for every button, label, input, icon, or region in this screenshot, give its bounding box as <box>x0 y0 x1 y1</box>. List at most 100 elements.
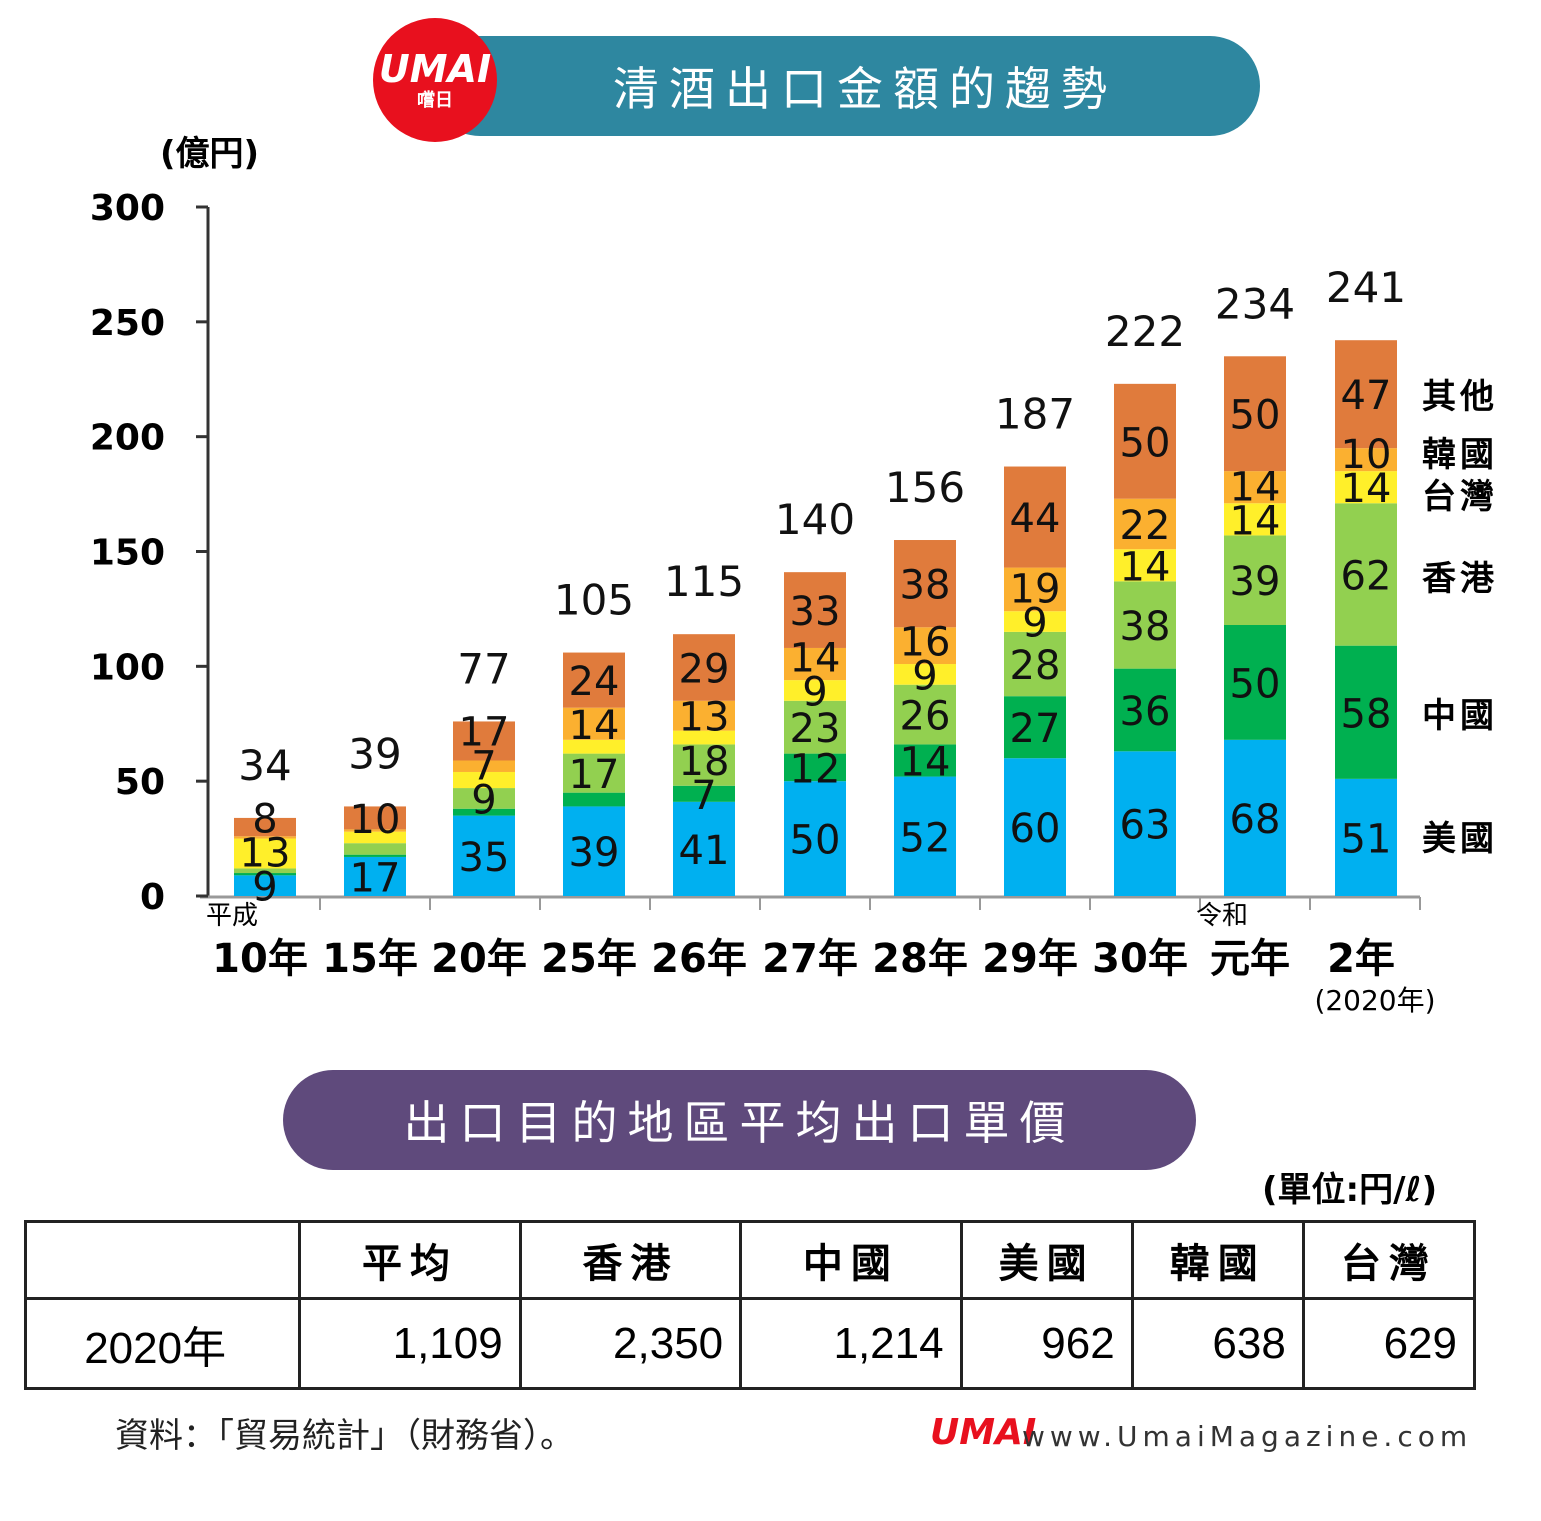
segment-label: 50 <box>790 818 841 864</box>
y-tick-label: 100 <box>90 647 165 688</box>
bar-segment-美國 <box>784 781 846 896</box>
footer-logo: UMAI <box>930 1412 1037 1453</box>
bar-segment-香港 <box>453 788 515 809</box>
segment-label: 14 <box>569 703 620 749</box>
x-tick-label: 28年 <box>872 936 968 982</box>
segment-label: 39 <box>569 830 620 876</box>
segment-label: 14 <box>900 739 951 785</box>
legend-中國: 中國 <box>1422 696 1498 736</box>
bar-segment-美國 <box>673 801 735 896</box>
legend-韓國: 韓國 <box>1422 435 1498 475</box>
bar-segment-韓國 <box>344 829 406 832</box>
x-tick-label: 27年 <box>762 936 858 982</box>
segment-label: 13 <box>240 831 291 877</box>
total-label: 187 <box>995 390 1075 439</box>
header-cell: 美國 <box>959 1220 1134 1300</box>
segment-label: 22 <box>1120 503 1171 549</box>
bar-segment-中國 <box>563 792 625 807</box>
logo-sub: 嚐日 <box>417 90 453 111</box>
segment-label: 14 <box>790 635 841 681</box>
unit-price-table: 平均 香港 中國 美國 韓國 台灣 2020年 1,109 2,350 1,21… <box>23 1220 1477 1390</box>
segment-label: 50 <box>1230 393 1281 439</box>
table-cell: 638 <box>1130 1297 1305 1390</box>
bar-segment-美國 <box>1224 739 1286 896</box>
unit-label: (單位:円/ℓ) <box>1262 1170 1438 1210</box>
x-tick-label: 元年 <box>1210 936 1290 982</box>
x-tick-label: 26年 <box>651 936 747 982</box>
segment-label: 24 <box>569 659 620 705</box>
chart-title: 清酒出口金額的趨勢 <box>613 62 1117 116</box>
total-label: 105 <box>554 576 634 625</box>
bar-segment-其他 <box>1224 356 1286 472</box>
segment-label: 44 <box>1010 496 1061 542</box>
segment-label: 14 <box>1230 498 1281 544</box>
header-cell: 中國 <box>739 1220 963 1300</box>
segment-label: 62 <box>1341 553 1392 599</box>
bar-segment-台灣 <box>673 730 735 745</box>
x-tick-label: 25年 <box>541 936 637 982</box>
bar-segment-台灣 <box>784 680 846 701</box>
segment-label: 17 <box>459 709 510 755</box>
total-label: 156 <box>885 463 965 512</box>
total-label: 222 <box>1105 307 1185 356</box>
y-tick-label: 200 <box>90 418 165 459</box>
segment-label: 19 <box>1010 567 1061 613</box>
y-tick-label: 250 <box>90 303 165 344</box>
bar-segment-中國 <box>1335 645 1397 779</box>
website-link[interactable]: www.UmaiMagazine.com <box>1022 1420 1473 1453</box>
x-tick-label: 20年 <box>431 936 527 982</box>
bar-segment-韓國 <box>1114 498 1176 550</box>
bar-segment-中國 <box>894 744 956 777</box>
segment-label: 9 <box>471 777 496 823</box>
segment-label: 50 <box>1230 661 1281 707</box>
segment-label: 9 <box>1022 601 1047 647</box>
bar-segment-其他 <box>784 572 846 648</box>
bar-segment-韓國 <box>673 700 735 731</box>
segment-label: 23 <box>790 706 841 752</box>
total-label: 77 <box>457 644 510 693</box>
segment-label: 9 <box>802 669 827 715</box>
stacked-bar-chart: (億円) 0 50 100 150 200 250 300 10年 15年 20年 25年 26年 27… <box>90 134 1498 1017</box>
bar-segment-美國 <box>344 856 406 896</box>
segment-label: 14 <box>1341 466 1392 512</box>
segment-label: 33 <box>790 589 841 635</box>
segment-label: 41 <box>679 828 730 874</box>
bar-segment-韓國 <box>1004 567 1066 612</box>
bar-segment-台灣 <box>1114 549 1176 582</box>
segment-label: 17 <box>569 752 620 798</box>
bar-segment-中國 <box>1004 696 1066 759</box>
segment-label: 17 <box>350 855 401 901</box>
bar-segment-中國 <box>673 785 735 802</box>
segment-label: 12 <box>790 746 841 792</box>
segment-label: 28 <box>1010 643 1061 689</box>
segment-label: 60 <box>1010 806 1061 852</box>
bar-segment-中國 <box>234 873 296 876</box>
bar-segment-台灣 <box>344 831 406 844</box>
bar-segment-美國 <box>234 875 296 896</box>
bar-segment-香港 <box>234 868 296 874</box>
bar-segment-其他 <box>563 652 625 708</box>
table-cell: 629 <box>1301 1297 1477 1390</box>
bar-segment-中國 <box>1114 668 1176 752</box>
bar-segment-香港 <box>784 700 846 754</box>
bar-segment-香港 <box>894 684 956 745</box>
x-tick-label: 2年 <box>1327 936 1395 982</box>
y-tick-label: 50 <box>115 762 165 803</box>
segment-label: 58 <box>1341 691 1392 737</box>
era-heisei: 平成 <box>206 901 258 931</box>
table-row: 2020年 1,109 2,350 1,214 962 638 629 <box>23 1297 1477 1390</box>
segment-label: 26 <box>900 694 951 740</box>
bar-segment-美國 <box>1114 751 1176 896</box>
bar-segment-韓國 <box>1224 471 1286 504</box>
bar-segment-香港 <box>344 843 406 855</box>
segment-label: 18 <box>679 739 730 785</box>
bar-segment-其他 <box>234 817 296 837</box>
bar-segment-其他 <box>1004 466 1066 568</box>
segment-label: 68 <box>1230 797 1281 843</box>
bar-segment-韓國 <box>453 760 515 772</box>
bar-segment-台灣 <box>894 664 956 685</box>
bar-segment-韓國 <box>563 707 625 740</box>
segment-label: 10 <box>1341 432 1392 478</box>
legend-香港: 香港 <box>1422 559 1498 599</box>
y-tick-label: 300 <box>90 188 165 229</box>
